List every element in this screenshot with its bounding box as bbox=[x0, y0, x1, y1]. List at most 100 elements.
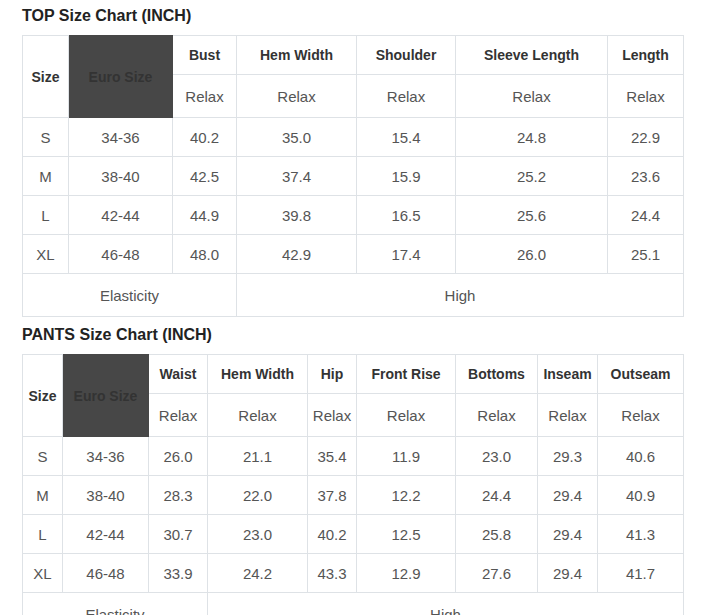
elasticity-row: Elasticity High bbox=[23, 593, 684, 615]
value-cell: 48.0 bbox=[173, 235, 237, 274]
value-cell: 24.2 bbox=[208, 554, 308, 593]
elasticity-value-cell: High bbox=[208, 593, 684, 615]
value-cell: 29.4 bbox=[538, 476, 598, 515]
table-row: L 42-44 44.9 39.8 16.5 25.6 24.4 bbox=[23, 196, 684, 235]
col-header-hem-width: Hem Width bbox=[237, 36, 357, 75]
col-header-hip: Hip bbox=[308, 355, 357, 394]
col-header-inseam: Inseam bbox=[538, 355, 598, 394]
value-cell: 29.3 bbox=[538, 437, 598, 476]
col-header-front-rise: Front Rise bbox=[357, 355, 456, 394]
euro-size-cell: 42-44 bbox=[63, 515, 149, 554]
value-cell: 23.0 bbox=[208, 515, 308, 554]
euro-size-cell: 34-36 bbox=[63, 437, 149, 476]
size-charts-page: TOP Size Chart (INCH) Size Euro Size Bus… bbox=[0, 0, 706, 615]
value-cell: 33.9 bbox=[149, 554, 208, 593]
value-cell: 40.2 bbox=[308, 515, 357, 554]
table-row: XL 46-48 48.0 42.9 17.4 26.0 25.1 bbox=[23, 235, 684, 274]
pants-header-row: Size Euro Size Waist Hem Width Hip Front… bbox=[23, 355, 684, 394]
pants-chart-title: PANTS Size Chart (INCH) bbox=[22, 325, 683, 345]
pants-size-table: Size Euro Size Waist Hem Width Hip Front… bbox=[22, 354, 684, 615]
value-cell: 12.2 bbox=[357, 476, 456, 515]
size-cell: M bbox=[23, 157, 69, 196]
value-cell: 40.6 bbox=[598, 437, 684, 476]
value-cell: 40.2 bbox=[173, 118, 237, 157]
value-cell: 26.0 bbox=[149, 437, 208, 476]
col-header-waist: Waist bbox=[149, 355, 208, 394]
table-row: L 42-44 30.7 23.0 40.2 12.5 25.8 29.4 41… bbox=[23, 515, 684, 554]
euro-size-cell: 38-40 bbox=[69, 157, 173, 196]
col-header-size: Size bbox=[23, 36, 69, 118]
fit-type-cell: Relax bbox=[173, 75, 237, 118]
fit-type-cell: Relax bbox=[456, 394, 538, 437]
size-cell: S bbox=[23, 437, 63, 476]
euro-size-cell: 38-40 bbox=[63, 476, 149, 515]
value-cell: 22.9 bbox=[608, 118, 684, 157]
value-cell: 15.9 bbox=[357, 157, 456, 196]
top-header-row: Size Euro Size Bust Hem Width Shoulder S… bbox=[23, 36, 684, 75]
top-chart-title: TOP Size Chart (INCH) bbox=[22, 6, 683, 26]
elasticity-label-cell: Elasticity bbox=[23, 274, 237, 317]
value-cell: 28.3 bbox=[149, 476, 208, 515]
fit-type-cell: Relax bbox=[149, 394, 208, 437]
value-cell: 27.6 bbox=[456, 554, 538, 593]
euro-size-cell: 42-44 bbox=[69, 196, 173, 235]
elasticity-label-cell: Elasticity bbox=[23, 593, 208, 615]
value-cell: 41.3 bbox=[598, 515, 684, 554]
value-cell: 41.7 bbox=[598, 554, 684, 593]
col-header-euro-size: Euro Size bbox=[69, 36, 173, 118]
fit-type-cell: Relax bbox=[456, 75, 608, 118]
value-cell: 16.5 bbox=[357, 196, 456, 235]
col-header-hem-width: Hem Width bbox=[208, 355, 308, 394]
fit-type-cell: Relax bbox=[608, 75, 684, 118]
value-cell: 25.1 bbox=[608, 235, 684, 274]
value-cell: 37.4 bbox=[237, 157, 357, 196]
value-cell: 35.0 bbox=[237, 118, 357, 157]
elasticity-row: Elasticity High bbox=[23, 274, 684, 317]
col-header-sleeve-length: Sleeve Length bbox=[456, 36, 608, 75]
table-row: M 38-40 28.3 22.0 37.8 12.2 24.4 29.4 40… bbox=[23, 476, 684, 515]
euro-size-cell: 34-36 bbox=[69, 118, 173, 157]
value-cell: 44.9 bbox=[173, 196, 237, 235]
euro-size-cell: 46-48 bbox=[69, 235, 173, 274]
value-cell: 24.4 bbox=[456, 476, 538, 515]
value-cell: 25.8 bbox=[456, 515, 538, 554]
size-cell: L bbox=[23, 515, 63, 554]
fit-type-cell: Relax bbox=[208, 394, 308, 437]
value-cell: 24.8 bbox=[456, 118, 608, 157]
value-cell: 21.1 bbox=[208, 437, 308, 476]
elasticity-value-cell: High bbox=[237, 274, 684, 317]
fit-type-cell: Relax bbox=[357, 394, 456, 437]
value-cell: 26.0 bbox=[456, 235, 608, 274]
col-header-size: Size bbox=[23, 355, 63, 437]
value-cell: 11.9 bbox=[357, 437, 456, 476]
value-cell: 23.0 bbox=[456, 437, 538, 476]
size-cell: M bbox=[23, 476, 63, 515]
fit-type-cell: Relax bbox=[308, 394, 357, 437]
col-header-euro-size: Euro Size bbox=[63, 355, 149, 437]
value-cell: 24.4 bbox=[608, 196, 684, 235]
euro-size-cell: 46-48 bbox=[63, 554, 149, 593]
table-row: S 34-36 26.0 21.1 35.4 11.9 23.0 29.3 40… bbox=[23, 437, 684, 476]
value-cell: 37.8 bbox=[308, 476, 357, 515]
value-cell: 35.4 bbox=[308, 437, 357, 476]
col-header-shoulder: Shoulder bbox=[357, 36, 456, 75]
col-header-bottoms: Bottoms bbox=[456, 355, 538, 394]
value-cell: 29.4 bbox=[538, 515, 598, 554]
value-cell: 12.5 bbox=[357, 515, 456, 554]
fit-type-cell: Relax bbox=[598, 394, 684, 437]
top-size-table: Size Euro Size Bust Hem Width Shoulder S… bbox=[22, 35, 684, 317]
fit-type-cell: Relax bbox=[538, 394, 598, 437]
value-cell: 30.7 bbox=[149, 515, 208, 554]
value-cell: 23.6 bbox=[608, 157, 684, 196]
size-cell: S bbox=[23, 118, 69, 157]
value-cell: 42.5 bbox=[173, 157, 237, 196]
value-cell: 17.4 bbox=[357, 235, 456, 274]
value-cell: 25.6 bbox=[456, 196, 608, 235]
col-header-bust: Bust bbox=[173, 36, 237, 75]
value-cell: 29.4 bbox=[538, 554, 598, 593]
value-cell: 15.4 bbox=[357, 118, 456, 157]
value-cell: 40.9 bbox=[598, 476, 684, 515]
col-header-length: Length bbox=[608, 36, 684, 75]
table-row: S 34-36 40.2 35.0 15.4 24.8 22.9 bbox=[23, 118, 684, 157]
value-cell: 42.9 bbox=[237, 235, 357, 274]
